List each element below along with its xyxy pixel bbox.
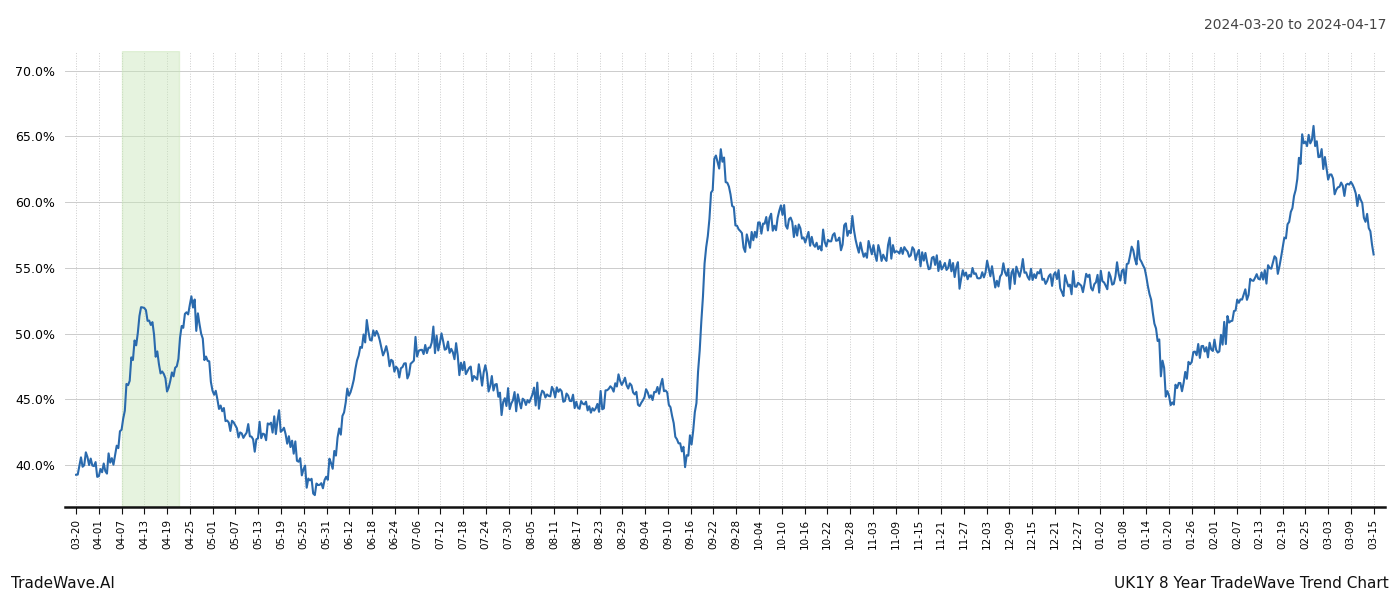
Text: 2024-03-20 to 2024-04-17: 2024-03-20 to 2024-04-17 [1204, 18, 1386, 32]
Text: UK1Y 8 Year TradeWave Trend Chart: UK1Y 8 Year TradeWave Trend Chart [1114, 576, 1389, 591]
Bar [122, 51, 179, 507]
Text: TradeWave.AI: TradeWave.AI [11, 576, 115, 591]
